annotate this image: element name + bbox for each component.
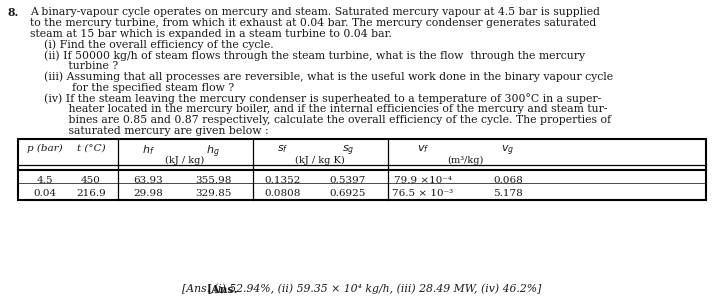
- Text: $v_f$: $v_f$: [417, 144, 429, 155]
- Text: t (°C): t (°C): [77, 144, 105, 153]
- Text: 0.04: 0.04: [33, 189, 57, 198]
- Text: [Ans. (i) 52.94%, (ii) 59.35 × 10⁴ kg/h, (iii) 28.49 MW, (iv) 46.2%]: [Ans. (i) 52.94%, (ii) 59.35 × 10⁴ kg/h,…: [182, 283, 541, 294]
- Text: 5.178: 5.178: [493, 189, 523, 198]
- Text: steam at 15 bar which is expanded in a steam turbine to 0.04 bar.: steam at 15 bar which is expanded in a s…: [30, 28, 392, 38]
- Text: 79.9 ×10⁻⁴: 79.9 ×10⁻⁴: [394, 176, 452, 185]
- Text: 0.5397: 0.5397: [330, 176, 366, 185]
- Text: $s_g$: $s_g$: [342, 144, 354, 158]
- Text: (iv) If the steam leaving the mercury condenser is superheated to a temperature : (iv) If the steam leaving the mercury co…: [30, 93, 601, 104]
- Text: A binary-vapour cycle operates on mercury and steam. Saturated mercury vapour at: A binary-vapour cycle operates on mercur…: [30, 7, 600, 17]
- Text: bines are 0.85 and 0.87 respectively, calculate the overall efficiency of the cy: bines are 0.85 and 0.87 respectively, ca…: [30, 115, 611, 125]
- Text: $h_g$: $h_g$: [206, 144, 220, 160]
- Text: 329.85: 329.85: [195, 189, 231, 198]
- Text: turbine ?: turbine ?: [30, 61, 118, 71]
- Text: $h_f$: $h_f$: [142, 144, 154, 157]
- Text: heater located in the mercury boiler, and if the internal efficiencies of the me: heater located in the mercury boiler, an…: [30, 104, 608, 114]
- Text: 0.6925: 0.6925: [330, 189, 366, 198]
- Text: 355.98: 355.98: [195, 176, 231, 185]
- Text: (kJ / kg): (kJ / kg): [166, 156, 204, 165]
- Text: 450: 450: [81, 176, 101, 185]
- Text: 0.0808: 0.0808: [265, 189, 301, 198]
- Text: [Ans.: [Ans.: [207, 283, 238, 294]
- Text: 63.93: 63.93: [133, 176, 163, 185]
- Text: 216.9: 216.9: [76, 189, 106, 198]
- Text: 4.5: 4.5: [37, 176, 53, 185]
- Text: 76.5 × 10⁻³: 76.5 × 10⁻³: [392, 189, 454, 198]
- Text: 29.98: 29.98: [133, 189, 163, 198]
- Text: p (bar): p (bar): [27, 144, 63, 153]
- Text: (iii) Assuming that all processes are reversible, what is the useful work done i: (iii) Assuming that all processes are re…: [30, 72, 613, 82]
- Text: saturated mercury are given below :: saturated mercury are given below :: [30, 126, 269, 136]
- Text: $s_f$: $s_f$: [277, 144, 289, 155]
- Text: 8.: 8.: [8, 7, 19, 18]
- Text: to the mercury turbine, from which it exhaust at 0.04 bar. The mercury condenser: to the mercury turbine, from which it ex…: [30, 18, 596, 28]
- Text: (kJ / kg K): (kJ / kg K): [295, 156, 345, 165]
- Text: for the specified steam flow ?: for the specified steam flow ?: [30, 83, 234, 93]
- Text: (i) Find the overall efficiency of the cycle.: (i) Find the overall efficiency of the c…: [30, 39, 274, 50]
- Text: (ii) If 50000 kg/h of steam flows through the steam turbine, what is the flow  t: (ii) If 50000 kg/h of steam flows throug…: [30, 50, 585, 61]
- Text: 0.1352: 0.1352: [265, 176, 301, 185]
- Bar: [18, 138, 706, 200]
- Text: 0.068: 0.068: [493, 176, 523, 185]
- Text: (m³/kg): (m³/kg): [447, 156, 483, 165]
- Text: $v_g$: $v_g$: [501, 144, 515, 158]
